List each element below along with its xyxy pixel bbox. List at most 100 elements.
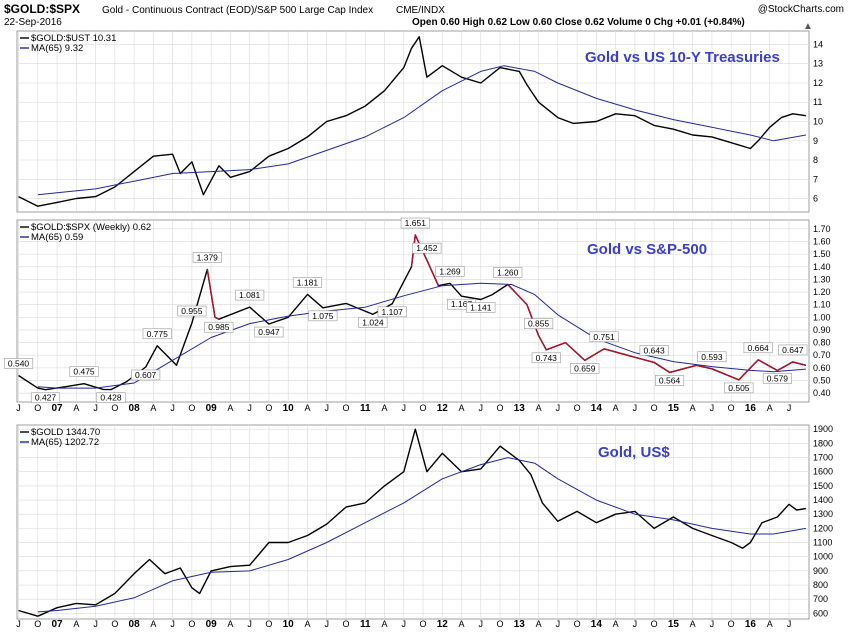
point-label-text: 0.643 [644, 345, 666, 355]
month-label: O [342, 619, 349, 629]
month-label: J [93, 403, 98, 413]
point-label-text: 0.985 [208, 322, 230, 332]
point-label-text: 0.427 [35, 393, 57, 403]
y-tick-label: 700 [813, 594, 828, 604]
point-label: 0.775 [142, 328, 172, 340]
month-label: J [633, 403, 638, 413]
month-label: O [497, 403, 504, 413]
ma65-line [37, 65, 806, 196]
year-label: 16 [745, 403, 757, 414]
month-label: A [690, 619, 696, 629]
point-label-text: 0.647 [782, 345, 804, 355]
point-label-text: 0.855 [528, 319, 550, 329]
chart-exchange: CME/INDX [396, 5, 445, 16]
year-label: 14 [591, 619, 603, 630]
point-label-text: 1.452 [416, 243, 438, 253]
month-label: J [479, 619, 484, 629]
month-label: A [536, 403, 542, 413]
year-label: 15 [668, 403, 680, 414]
point-label-box [177, 305, 207, 317]
year-label: 13 [514, 619, 526, 630]
point-label-box [204, 321, 234, 333]
y-tick-label: 1900 [813, 424, 833, 434]
y-tick-label: 12 [813, 78, 823, 88]
point-label-box [358, 316, 388, 328]
chart-date: 22-Sep-2016 [4, 17, 62, 28]
month-label: O [188, 619, 195, 629]
y-tick-label: 1.40 [813, 262, 831, 272]
point-label-box [639, 345, 669, 356]
point-label-text: 0.743 [536, 353, 558, 363]
y-tick-label: 10 [813, 117, 823, 127]
y-tick-label: 11 [813, 97, 822, 107]
y-tick-label: 14 [813, 39, 823, 49]
point-label-box [412, 242, 442, 254]
point-label-text: 0.540 [8, 358, 30, 368]
panel-3: 600 700 800 900 1000 1100 1200 1300 1400 1500 1600… [16, 424, 833, 620]
point-label: 1.075 [308, 310, 338, 322]
ratio-line-highlight [507, 284, 807, 381]
point-label-box [131, 369, 161, 381]
point-label-text: 1.075 [312, 311, 334, 321]
point-label: 0.427 [30, 392, 61, 404]
month-label: J [479, 403, 484, 413]
point-label: 0.947 [254, 326, 284, 338]
y-tick-label: 1.20 [813, 287, 831, 297]
year-label: 07 [51, 619, 63, 630]
point-label-box [589, 331, 619, 343]
y-tick-label: 0.90 [813, 325, 831, 335]
point-label: 1.081 [235, 289, 265, 301]
month-label: O [111, 619, 118, 629]
month-label: J [633, 619, 638, 629]
point-label-box [142, 328, 172, 340]
ma65-line [37, 457, 806, 613]
month-label: A [613, 619, 619, 629]
point-label-text: 0.751 [593, 332, 615, 342]
point-label-box [292, 277, 323, 288]
month-label: O [651, 403, 658, 413]
year-label: 11 [360, 619, 371, 630]
point-label-box [377, 306, 407, 318]
y-tick-label: 1.00 [813, 312, 831, 322]
ohlc-readout: Open 0.60 High 0.62 Low 0.60 Close 0.62 … [412, 17, 745, 28]
month-label: J [324, 403, 329, 413]
point-label: 0.955 [177, 305, 207, 317]
point-label-box [524, 318, 554, 329]
year-label: 07 [51, 403, 63, 414]
y-tick-label: 1.30 [813, 274, 831, 284]
month-label: O [728, 619, 735, 629]
legend-label: $GOLD 1344.70 [31, 427, 100, 438]
price-line [18, 36, 807, 207]
month-label: A [227, 619, 233, 629]
point-label-box [531, 352, 561, 364]
point-label: 0.475 [69, 366, 99, 377]
point-label-box [493, 267, 523, 278]
y-tick-label: 1700 [813, 453, 833, 463]
y-tick-label: 6 [813, 194, 818, 204]
year-label: 12 [437, 403, 449, 414]
month-label: O [420, 619, 427, 629]
month-label: A [459, 619, 465, 629]
point-label-box [30, 392, 61, 404]
point-label-text: 0.579 [767, 374, 789, 384]
point-label-text: 1.024 [362, 317, 384, 327]
point-label: 0.643 [639, 345, 669, 356]
collapse-arrow-icon[interactable]: ▲ [803, 21, 813, 32]
chart-description: Gold - Continuous Contract (EOD)/S&P 500… [102, 5, 373, 16]
point-label-box [235, 289, 265, 301]
point-label-box [762, 373, 792, 384]
year-label: 13 [514, 403, 526, 414]
month-label: O [651, 619, 658, 629]
point-label-text: 0.775 [147, 329, 169, 339]
point-label: 0.751 [589, 331, 619, 343]
point-label-box [3, 358, 34, 369]
y-tick-label: 0.40 [813, 388, 831, 398]
point-label: 0.659 [570, 363, 600, 374]
y-tick-label: 0.80 [813, 338, 831, 348]
year-label: 09 [206, 403, 218, 414]
month-label: O [574, 619, 581, 629]
point-label-text: 0.607 [135, 370, 157, 380]
y-tick-label: 1300 [813, 509, 833, 519]
point-label-box [724, 382, 754, 394]
